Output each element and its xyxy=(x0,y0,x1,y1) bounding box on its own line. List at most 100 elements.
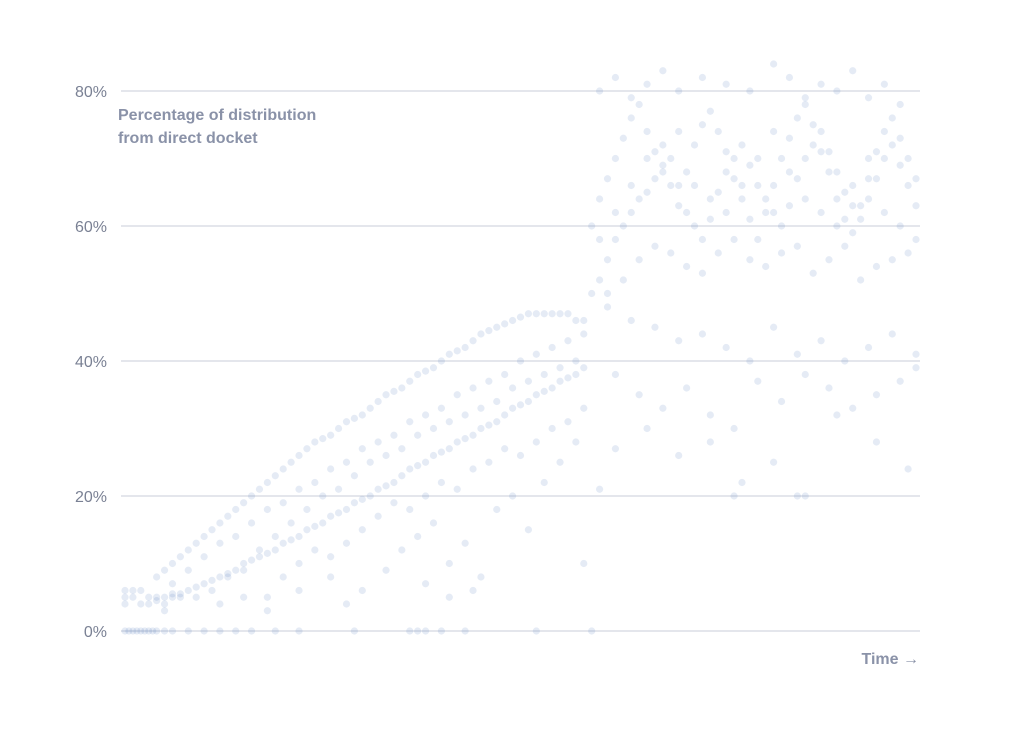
data-point xyxy=(350,472,358,480)
data-point xyxy=(421,580,430,588)
data-point xyxy=(524,397,533,406)
data-point xyxy=(255,485,264,493)
data-point xyxy=(675,451,683,460)
data-point xyxy=(809,121,817,129)
data-point xyxy=(176,553,184,561)
data-point xyxy=(611,73,620,82)
data-point xyxy=(390,431,398,439)
data-point xyxy=(896,100,904,109)
data-point xyxy=(501,411,509,419)
data-point xyxy=(627,94,635,102)
data-point xyxy=(319,519,327,527)
data-point xyxy=(342,418,351,426)
data-point xyxy=(469,431,477,439)
data-point xyxy=(627,316,635,325)
data-point xyxy=(358,411,366,419)
data-point xyxy=(762,195,770,203)
data-point xyxy=(429,364,438,372)
data-point xyxy=(390,478,398,487)
data-point xyxy=(145,593,153,601)
data-point xyxy=(849,404,857,412)
data-point xyxy=(825,148,833,156)
data-point xyxy=(160,566,169,574)
data-point xyxy=(295,627,303,635)
data-point xyxy=(651,148,659,156)
data-point xyxy=(153,627,161,635)
data-point xyxy=(841,188,849,196)
data-point xyxy=(675,181,683,190)
data-point xyxy=(619,276,627,284)
data-point xyxy=(184,566,192,574)
data-point xyxy=(334,509,343,517)
y-tick-label: 20% xyxy=(75,489,107,506)
data-point xyxy=(738,195,746,203)
data-point xyxy=(279,573,287,581)
data-point xyxy=(192,583,200,591)
data-point xyxy=(888,330,896,338)
data-point xyxy=(896,134,904,142)
data-point xyxy=(160,593,169,601)
data-point xyxy=(303,526,311,534)
data-point xyxy=(279,499,287,507)
data-point xyxy=(880,80,888,88)
data-point xyxy=(421,627,430,635)
data-point xyxy=(738,478,746,487)
data-point xyxy=(445,418,453,426)
data-point xyxy=(374,512,382,520)
data-point xyxy=(872,175,881,183)
data-point xyxy=(659,161,667,169)
data-point xyxy=(311,546,319,554)
data-point xyxy=(817,337,825,345)
data-point xyxy=(777,397,786,406)
data-point xyxy=(683,384,691,392)
data-point xyxy=(635,256,643,264)
data-point xyxy=(311,522,319,530)
data-point xyxy=(469,337,477,345)
data-point xyxy=(596,235,604,244)
data-point xyxy=(469,465,477,473)
data-point xyxy=(485,458,493,466)
data-point xyxy=(675,202,683,210)
data-point xyxy=(556,364,564,372)
data-point xyxy=(572,370,580,379)
data-point xyxy=(825,384,833,392)
data-point xyxy=(730,424,738,433)
data-point xyxy=(817,208,825,217)
data-point xyxy=(548,424,556,433)
data-point xyxy=(643,154,651,163)
data-point xyxy=(596,195,604,203)
data-point xyxy=(611,370,620,379)
data-point xyxy=(501,320,509,328)
data-point xyxy=(153,597,161,605)
data-point xyxy=(864,195,873,203)
data-point xyxy=(295,559,303,568)
data-point xyxy=(406,377,414,385)
data-point xyxy=(556,310,564,318)
data-point xyxy=(469,384,477,392)
data-point xyxy=(611,445,620,453)
y-tick-label: 80% xyxy=(75,84,107,101)
data-point xyxy=(833,222,841,230)
data-point xyxy=(793,492,801,500)
data-point xyxy=(516,357,525,365)
data-point xyxy=(398,445,406,453)
data-point xyxy=(137,600,145,608)
data-point xyxy=(255,546,264,554)
data-point xyxy=(809,269,817,277)
data-point xyxy=(785,168,794,176)
data-point xyxy=(327,431,335,439)
data-point xyxy=(833,87,841,95)
data-point xyxy=(485,377,493,385)
data-point xyxy=(675,127,683,136)
data-point xyxy=(453,438,461,446)
data-point xyxy=(777,222,786,230)
data-point xyxy=(477,404,485,412)
data-point xyxy=(667,249,675,257)
data-point xyxy=(904,154,912,163)
data-point xyxy=(184,586,192,595)
data-point xyxy=(572,438,580,446)
data-point xyxy=(414,462,422,470)
data-point xyxy=(279,539,287,547)
data-point xyxy=(421,367,430,375)
